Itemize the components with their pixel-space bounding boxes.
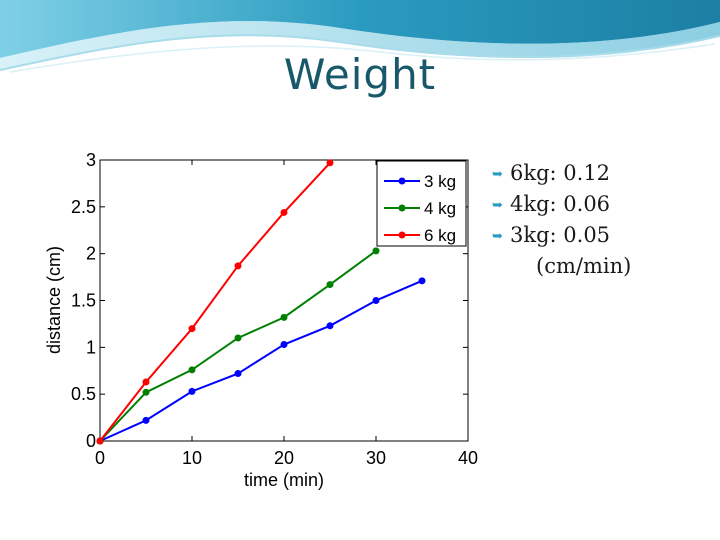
legend-marker [398, 231, 406, 239]
data-point [142, 378, 150, 386]
data-point [372, 297, 380, 304]
x-tick-label: 10 [182, 448, 202, 468]
curved-arrow-bullet-icon: ➥ [492, 198, 503, 213]
y-tick-label: 2.5 [71, 197, 96, 217]
curved-arrow-bullet-icon: ➥ [492, 229, 503, 244]
x-tick-label: 20 [274, 448, 294, 468]
series-6kg [96, 159, 334, 445]
distance-time-chart: 0 10 20 30 40 0 0.5 1 1.5 2 2.5 3 time (min) distan… [44, 150, 478, 490]
legend-label: 3 kg [424, 172, 456, 191]
y-tick-label: 1 [86, 337, 96, 357]
data-point [234, 370, 242, 378]
data-point [372, 247, 380, 255]
x-tick-label: 30 [366, 448, 386, 468]
curved-arrow-bullet-icon: ➥ [492, 167, 503, 182]
bullet-item: ➥ 6kg: 0.12 [492, 158, 631, 189]
series-line [99, 162, 331, 442]
y-tick-label: 1.5 [71, 291, 96, 311]
data-point [280, 208, 288, 216]
y-tick-label: 2 [86, 244, 96, 264]
data-point [326, 281, 334, 289]
legend-marker [398, 177, 406, 185]
bullet-item: ➥ 3kg: 0.05 [492, 220, 631, 251]
x-tick-label: 40 [458, 448, 478, 468]
data-point [188, 366, 196, 374]
legend-label: 4 kg [424, 199, 456, 218]
y-tick-label: 0 [86, 431, 96, 451]
y-tick-label: 0.5 [71, 384, 96, 404]
data-point [96, 437, 104, 445]
series-line [99, 279, 423, 442]
bullet-units-note: (cm/min) [536, 254, 632, 278]
y-tick-label: 3 [86, 150, 96, 170]
legend-label: 6 kg [424, 226, 456, 245]
data-point [234, 262, 242, 270]
x-tick-label: 0 [95, 448, 105, 468]
bullet-text: 6kg: 0.12 [510, 161, 611, 185]
data-point [280, 341, 288, 349]
data-point [234, 334, 242, 342]
legend-marker [398, 204, 406, 212]
legend: 3 kg 4 kg 6 kg [376, 160, 467, 247]
data-point [188, 325, 196, 333]
bullet-text: 3kg: 0.05 [510, 223, 611, 247]
bullet-item: ➥ 4kg: 0.06 [492, 189, 631, 220]
bullet-text: 4kg: 0.06 [510, 192, 611, 216]
data-point [142, 388, 150, 396]
y-axis-label: distance (cm) [44, 246, 64, 354]
x-axis-label: time (min) [244, 470, 324, 490]
data-point [188, 387, 196, 395]
data-point [326, 322, 334, 330]
legend-box [376, 160, 467, 247]
page-title: Weight [283, 50, 437, 99]
data-point [280, 313, 288, 321]
data-point [418, 277, 426, 285]
bullet-list: ➥ 6kg: 0.12 ➥ 4kg: 0.06 ➥ 3kg: 0.05 (cm/min… [492, 158, 631, 282]
data-point [142, 416, 150, 424]
data-point [326, 159, 334, 167]
decorative-wave-banner [0, 0, 720, 73]
